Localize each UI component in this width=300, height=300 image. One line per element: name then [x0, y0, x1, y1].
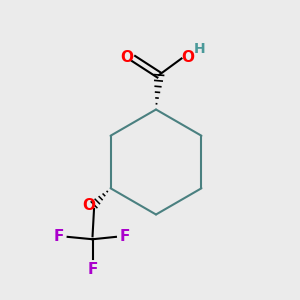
- Text: O: O: [82, 198, 95, 213]
- Text: F: F: [120, 229, 130, 244]
- Text: F: F: [53, 229, 64, 244]
- Text: F: F: [87, 262, 98, 277]
- Text: H: H: [194, 42, 205, 56]
- Text: O: O: [181, 50, 194, 65]
- Text: O: O: [120, 50, 134, 65]
